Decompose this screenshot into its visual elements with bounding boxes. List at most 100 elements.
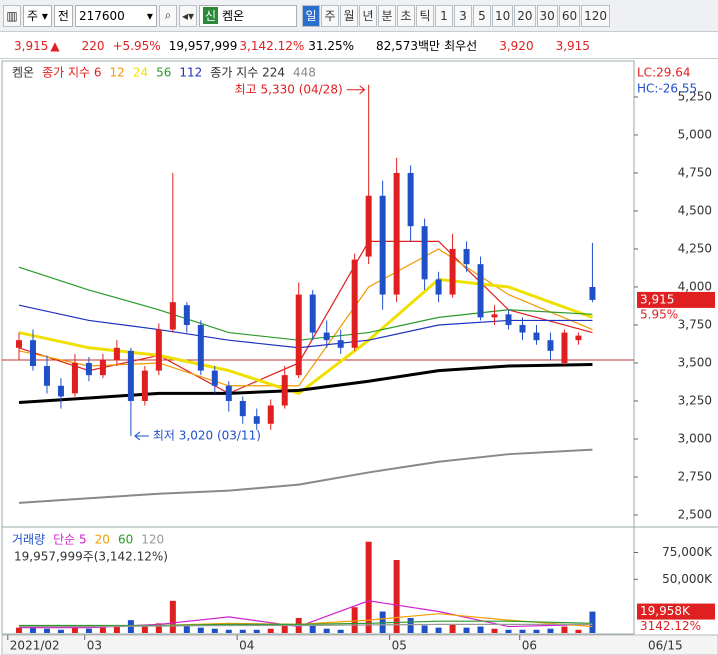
x-tick-label: 2021/02 <box>10 639 60 653</box>
period-button[interactable]: 1 <box>434 4 453 27</box>
change: 220 <box>81 38 105 53</box>
volume-bar <box>197 627 204 633</box>
ma-line <box>18 620 593 627</box>
candle-body <box>309 294 316 333</box>
chart-icon[interactable]: ▥ <box>3 4 21 27</box>
volume-bar <box>491 628 498 633</box>
volume-bar <box>85 628 92 633</box>
plot-frame <box>1 60 635 635</box>
code: 217600 <box>78 8 125 23</box>
last-date: 06/15 <box>648 639 683 653</box>
candle-body <box>267 405 274 424</box>
legend-entry: 종가 지수 224 <box>210 66 285 80</box>
period-button[interactable]: 일 <box>301 4 320 27</box>
y-tick-label: 3,000 <box>678 431 712 445</box>
candle-body <box>29 340 36 367</box>
candle-body <box>435 279 442 295</box>
low-arrow <box>134 431 149 441</box>
volume-bar <box>309 625 316 633</box>
ratio-tag: 3142.12% <box>640 619 701 633</box>
period-button[interactable]: 20 <box>514 4 536 27</box>
legend-entry: 56 <box>156 66 171 80</box>
candle-body <box>589 286 596 300</box>
name: 켐온 <box>222 9 245 23</box>
legend-entry: 켐온 <box>12 66 34 80</box>
volume: 19,957,999 <box>168 38 238 53</box>
period-button[interactable]: 주 <box>320 4 339 27</box>
period-button[interactable]: 60 <box>558 4 581 27</box>
turnover: 31.25% <box>308 38 355 53</box>
candle-body <box>113 347 120 360</box>
volume-bar <box>547 628 554 633</box>
info-bar: 3,915 ▲ 220 +5.95% 19,957,999 3,142.12% … <box>0 33 718 59</box>
y-tick-label: 5,000 <box>678 127 712 141</box>
candle-body <box>239 400 246 417</box>
period-button[interactable]: 5 <box>472 4 491 27</box>
volume-bar <box>435 627 442 633</box>
y-tick-label: 4,500 <box>678 203 712 217</box>
volume-bar <box>225 629 232 633</box>
period-button[interactable]: 30 <box>536 4 558 27</box>
period-button[interactable]: 월 <box>339 4 358 27</box>
y-tick-label: 75,000K <box>662 545 713 559</box>
volume-bar <box>561 626 568 633</box>
candle-body <box>281 375 288 406</box>
period-button[interactable]: 틱 <box>415 4 434 27</box>
volume-bar <box>29 626 36 633</box>
prev[interactable]: 전 <box>53 4 73 27</box>
change-tag: 5.95% <box>640 307 678 321</box>
volume-bar <box>351 607 358 633</box>
candle-body <box>561 332 568 363</box>
volume-bar <box>463 627 470 633</box>
period-button[interactable]: 120 <box>581 4 611 27</box>
candle-body <box>225 385 232 401</box>
period-button[interactable]: 분 <box>377 4 396 27</box>
volume-bar <box>407 617 414 633</box>
arrow: ▲ <box>50 38 60 53</box>
candle-body <box>407 172 414 227</box>
volume-bar <box>365 541 372 633</box>
volume-bar <box>71 625 78 633</box>
sound[interactable]: ◂▾ <box>178 4 197 27</box>
legend-entry: 60 <box>118 533 133 547</box>
y-tick-label: 2,500 <box>678 507 712 521</box>
legend-entry: 120 <box>141 533 164 547</box>
candle-body <box>85 362 92 376</box>
candle-body <box>477 264 484 318</box>
code-input[interactable]: 217600 ▾ <box>74 4 157 27</box>
candle-body <box>99 359 106 376</box>
volume-bar <box>267 628 274 633</box>
stock-name[interactable]: 신 켐온 <box>198 4 297 27</box>
y-tick-label: 3,750 <box>678 317 712 331</box>
legend-entry: 448 <box>293 66 316 80</box>
best-label: 최우선 <box>444 39 478 53</box>
market-select[interactable]: 주 ▾ <box>23 4 52 27</box>
candle-body <box>57 385 64 397</box>
volume-bar <box>43 628 50 633</box>
vol-ratio: 3,142.12% <box>239 38 305 53</box>
date-axis <box>1 634 718 655</box>
period-button[interactable]: 초 <box>396 4 415 27</box>
candle-body <box>197 324 204 371</box>
legend-entry: 종가 지수 6 <box>42 66 101 80</box>
volume-bar <box>449 624 456 633</box>
legend-entry: 거래량 <box>12 533 45 547</box>
market: 주 <box>27 9 39 23</box>
candle-body <box>547 340 554 351</box>
periods: 일 주 월 년 분 초 틱 1 3 5 10 20 30 60 120 <box>301 4 611 27</box>
ma-line <box>18 448 593 504</box>
volume-bar <box>113 626 120 633</box>
period-button[interactable]: 년 <box>358 4 377 27</box>
volume-bar <box>589 611 596 633</box>
y-tick-label: 3,250 <box>678 393 712 407</box>
search[interactable]: ⌕ <box>158 4 177 27</box>
candle-body <box>211 370 218 386</box>
high-arrow <box>346 85 366 95</box>
period-button[interactable]: 10 <box>491 4 514 27</box>
hc-label: HC:-26.55 <box>637 82 697 96</box>
period-button[interactable]: 3 <box>453 4 472 27</box>
candle-body <box>351 259 358 348</box>
volume-bar <box>141 626 148 633</box>
candle-body <box>393 172 400 295</box>
